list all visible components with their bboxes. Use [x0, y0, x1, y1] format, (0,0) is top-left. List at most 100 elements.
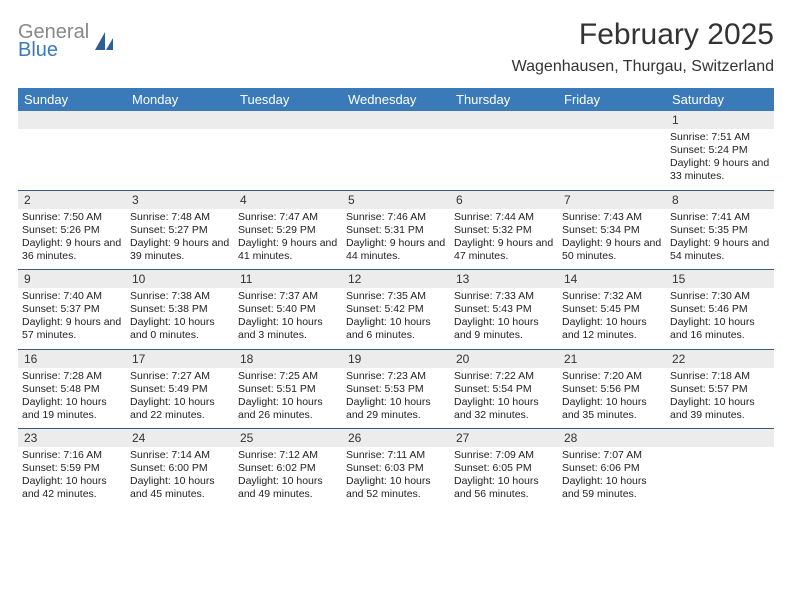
daylight-text: Daylight: 10 hours and 29 minutes.	[346, 396, 446, 422]
day-number	[558, 111, 666, 129]
cell-body: Sunrise: 7:35 AMSunset: 5:42 PMDaylight:…	[342, 290, 450, 343]
calendar-cell: 7Sunrise: 7:43 AMSunset: 5:34 PMDaylight…	[558, 191, 666, 270]
sunrise-text: Sunrise: 7:40 AM	[22, 290, 122, 303]
weekday-label: Wednesday	[342, 88, 450, 111]
daylight-text: Daylight: 9 hours and 33 minutes.	[670, 157, 770, 183]
day-number	[234, 111, 342, 129]
brand-sail-icon	[93, 30, 115, 52]
weekday-label: Friday	[558, 88, 666, 111]
calendar-cell: 2Sunrise: 7:50 AMSunset: 5:26 PMDaylight…	[18, 191, 126, 270]
calendar-week: 2Sunrise: 7:50 AMSunset: 5:26 PMDaylight…	[18, 190, 774, 270]
day-number: 26	[342, 429, 450, 447]
daylight-text: Daylight: 9 hours and 36 minutes.	[22, 237, 122, 263]
sunrise-text: Sunrise: 7:32 AM	[562, 290, 662, 303]
calendar-cell	[450, 111, 558, 190]
daylight-text: Daylight: 10 hours and 3 minutes.	[238, 316, 338, 342]
daylight-text: Daylight: 10 hours and 59 minutes.	[562, 475, 662, 501]
calendar-cell: 23Sunrise: 7:16 AMSunset: 5:59 PMDayligh…	[18, 429, 126, 508]
daylight-text: Daylight: 10 hours and 35 minutes.	[562, 396, 662, 422]
calendar-cell: 27Sunrise: 7:09 AMSunset: 6:05 PMDayligh…	[450, 429, 558, 508]
sunrise-text: Sunrise: 7:50 AM	[22, 211, 122, 224]
day-number	[450, 111, 558, 129]
cell-body: Sunrise: 7:46 AMSunset: 5:31 PMDaylight:…	[342, 211, 450, 264]
day-number	[666, 429, 774, 447]
sunrise-text: Sunrise: 7:41 AM	[670, 211, 770, 224]
day-number	[342, 111, 450, 129]
calendar-cell: 5Sunrise: 7:46 AMSunset: 5:31 PMDaylight…	[342, 191, 450, 270]
sunrise-text: Sunrise: 7:35 AM	[346, 290, 446, 303]
sunrise-text: Sunrise: 7:28 AM	[22, 370, 122, 383]
sunrise-text: Sunrise: 7:07 AM	[562, 449, 662, 462]
day-number: 6	[450, 191, 558, 209]
calendar-cell: 4Sunrise: 7:47 AMSunset: 5:29 PMDaylight…	[234, 191, 342, 270]
cell-body: Sunrise: 7:22 AMSunset: 5:54 PMDaylight:…	[450, 370, 558, 423]
sunset-text: Sunset: 6:06 PM	[562, 462, 662, 475]
daylight-text: Daylight: 10 hours and 12 minutes.	[562, 316, 662, 342]
header: General Blue February 2025 Wagenhausen, …	[18, 18, 774, 76]
sunset-text: Sunset: 5:27 PM	[130, 224, 230, 237]
day-number: 24	[126, 429, 234, 447]
calendar-cell: 19Sunrise: 7:23 AMSunset: 5:53 PMDayligh…	[342, 350, 450, 429]
cell-body: Sunrise: 7:38 AMSunset: 5:38 PMDaylight:…	[126, 290, 234, 343]
calendar-cell	[18, 111, 126, 190]
cell-body: Sunrise: 7:32 AMSunset: 5:45 PMDaylight:…	[558, 290, 666, 343]
weekday-label: Sunday	[18, 88, 126, 111]
day-number: 22	[666, 350, 774, 368]
daylight-text: Daylight: 10 hours and 39 minutes.	[670, 396, 770, 422]
sunrise-text: Sunrise: 7:25 AM	[238, 370, 338, 383]
daylight-text: Daylight: 10 hours and 45 minutes.	[130, 475, 230, 501]
day-number: 13	[450, 270, 558, 288]
calendar: SundayMondayTuesdayWednesdayThursdayFrid…	[18, 88, 774, 508]
cell-body: Sunrise: 7:37 AMSunset: 5:40 PMDaylight:…	[234, 290, 342, 343]
location-text: Wagenhausen, Thurgau, Switzerland	[512, 58, 774, 76]
calendar-cell: 9Sunrise: 7:40 AMSunset: 5:37 PMDaylight…	[18, 270, 126, 349]
cell-body: Sunrise: 7:16 AMSunset: 5:59 PMDaylight:…	[18, 449, 126, 502]
calendar-cell: 18Sunrise: 7:25 AMSunset: 5:51 PMDayligh…	[234, 350, 342, 429]
sunset-text: Sunset: 5:57 PM	[670, 383, 770, 396]
sunrise-text: Sunrise: 7:11 AM	[346, 449, 446, 462]
sunrise-text: Sunrise: 7:44 AM	[454, 211, 554, 224]
daylight-text: Daylight: 10 hours and 9 minutes.	[454, 316, 554, 342]
daylight-text: Daylight: 10 hours and 26 minutes.	[238, 396, 338, 422]
daylight-text: Daylight: 10 hours and 19 minutes.	[22, 396, 122, 422]
sunset-text: Sunset: 6:05 PM	[454, 462, 554, 475]
sunrise-text: Sunrise: 7:27 AM	[130, 370, 230, 383]
day-number: 15	[666, 270, 774, 288]
cell-body: Sunrise: 7:27 AMSunset: 5:49 PMDaylight:…	[126, 370, 234, 423]
cell-body: Sunrise: 7:28 AMSunset: 5:48 PMDaylight:…	[18, 370, 126, 423]
daylight-text: Daylight: 10 hours and 49 minutes.	[238, 475, 338, 501]
sunset-text: Sunset: 5:43 PM	[454, 303, 554, 316]
day-number: 10	[126, 270, 234, 288]
month-title: February 2025	[512, 18, 774, 52]
cell-body: Sunrise: 7:44 AMSunset: 5:32 PMDaylight:…	[450, 211, 558, 264]
calendar-cell: 14Sunrise: 7:32 AMSunset: 5:45 PMDayligh…	[558, 270, 666, 349]
cell-body: Sunrise: 7:11 AMSunset: 6:03 PMDaylight:…	[342, 449, 450, 502]
calendar-cell: 1Sunrise: 7:51 AMSunset: 5:24 PMDaylight…	[666, 111, 774, 190]
day-number: 8	[666, 191, 774, 209]
daylight-text: Daylight: 9 hours and 50 minutes.	[562, 237, 662, 263]
sunrise-text: Sunrise: 7:30 AM	[670, 290, 770, 303]
day-number: 19	[342, 350, 450, 368]
calendar-cell: 13Sunrise: 7:33 AMSunset: 5:43 PMDayligh…	[450, 270, 558, 349]
calendar-cell: 15Sunrise: 7:30 AMSunset: 5:46 PMDayligh…	[666, 270, 774, 349]
cell-body: Sunrise: 7:43 AMSunset: 5:34 PMDaylight:…	[558, 211, 666, 264]
calendar-cell: 8Sunrise: 7:41 AMSunset: 5:35 PMDaylight…	[666, 191, 774, 270]
day-number: 4	[234, 191, 342, 209]
calendar-cell: 11 Sunrise: 7:37 AMSunset: 5:40 PMDayligh…	[234, 270, 342, 349]
sunrise-text: Sunrise: 7:09 AM	[454, 449, 554, 462]
calendar-cell: 28Sunrise: 7:07 AMSunset: 6:06 PMDayligh…	[558, 429, 666, 508]
calendar-cell: 21Sunrise: 7:20 AMSunset: 5:56 PMDayligh…	[558, 350, 666, 429]
calendar-week: 16Sunrise: 7:28 AMSunset: 5:48 PMDayligh…	[18, 349, 774, 429]
sunset-text: Sunset: 5:48 PM	[22, 383, 122, 396]
daylight-text: Daylight: 9 hours and 44 minutes.	[346, 237, 446, 263]
sunrise-text: Sunrise: 7:18 AM	[670, 370, 770, 383]
sunrise-text: Sunrise: 7:16 AM	[22, 449, 122, 462]
daylight-text: Daylight: 9 hours and 41 minutes.	[238, 237, 338, 263]
brand-logo: General Blue	[18, 18, 115, 60]
calendar-cell	[342, 111, 450, 190]
page: General Blue February 2025 Wagenhausen, …	[0, 0, 792, 508]
cell-body: Sunrise: 7:50 AMSunset: 5:26 PMDaylight:…	[18, 211, 126, 264]
cell-body: Sunrise: 7:18 AMSunset: 5:57 PMDaylight:…	[666, 370, 774, 423]
calendar-cell: 25Sunrise: 7:12 AMSunset: 6:02 PMDayligh…	[234, 429, 342, 508]
day-number: 11	[234, 270, 342, 288]
